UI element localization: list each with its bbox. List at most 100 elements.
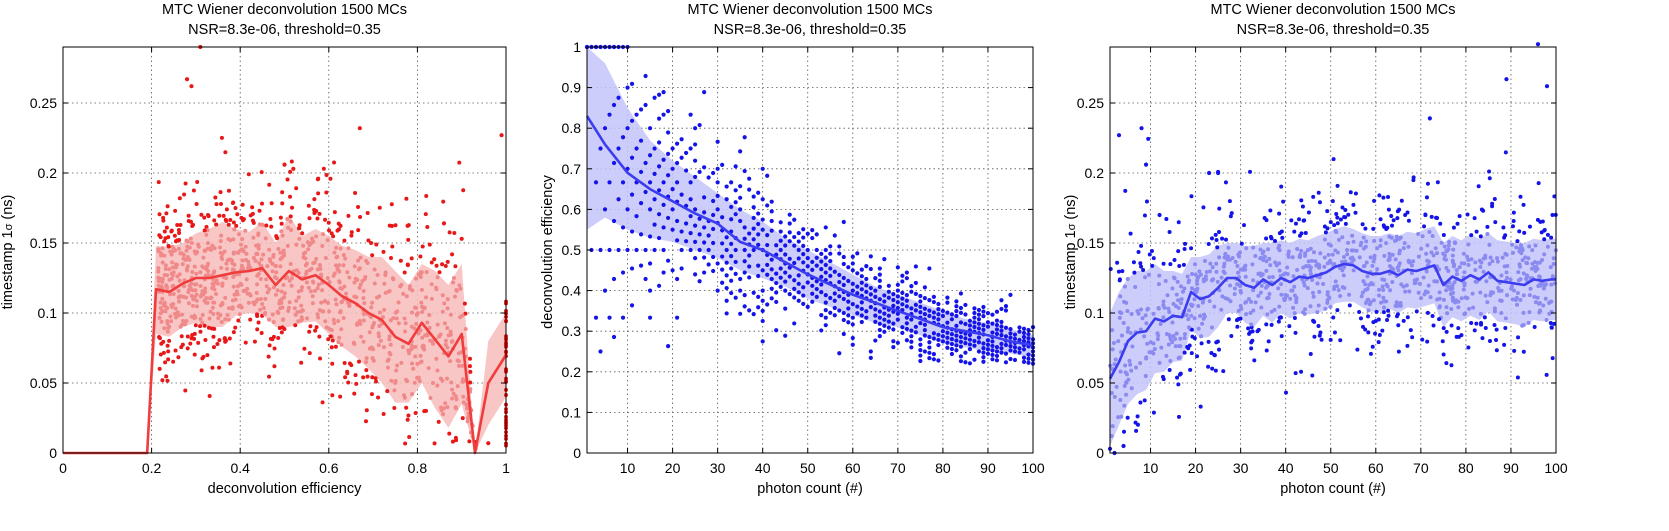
data-point xyxy=(1377,333,1382,338)
data-point xyxy=(756,273,761,279)
data-point xyxy=(1443,257,1448,262)
data-point xyxy=(164,211,169,216)
data-point xyxy=(169,271,174,276)
data-point xyxy=(210,305,215,310)
data-point xyxy=(1159,345,1164,350)
data-point xyxy=(1122,403,1127,408)
data-point xyxy=(317,262,322,267)
data-point xyxy=(656,140,662,145)
data-point xyxy=(1277,304,1282,309)
data-point xyxy=(922,306,927,311)
data-point xyxy=(320,244,325,249)
data-point xyxy=(1125,415,1130,420)
data-point xyxy=(602,126,608,131)
data-point xyxy=(611,276,617,282)
data-point xyxy=(796,230,801,236)
data-point xyxy=(1152,347,1157,352)
data-point xyxy=(246,300,251,305)
data-point xyxy=(1465,212,1470,217)
data-point xyxy=(1189,246,1194,251)
data-point xyxy=(192,331,197,336)
data-point xyxy=(375,273,380,278)
data-point xyxy=(285,243,290,248)
data-point xyxy=(463,311,468,316)
data-point xyxy=(1112,362,1117,367)
data-point xyxy=(1533,268,1538,273)
data-point xyxy=(376,343,381,348)
data-point xyxy=(1385,318,1390,323)
data-point xyxy=(1466,242,1471,247)
data-point xyxy=(1509,286,1514,291)
data-point xyxy=(1210,366,1215,371)
data-point xyxy=(271,320,276,325)
data-point xyxy=(733,212,738,217)
data-point xyxy=(201,255,206,260)
data-point xyxy=(162,239,167,244)
data-point xyxy=(234,223,239,228)
data-point xyxy=(1430,233,1435,238)
data-point xyxy=(323,255,328,260)
data-point xyxy=(1250,262,1255,267)
data-point xyxy=(868,349,873,354)
data-point xyxy=(1181,262,1186,267)
chart-title-line: MTC Wiener deconvolution 1500 MCs xyxy=(1210,2,1456,18)
data-point xyxy=(1139,307,1144,312)
data-point xyxy=(1178,336,1183,341)
data-point xyxy=(214,291,219,296)
data-point xyxy=(1227,199,1232,204)
data-point xyxy=(437,270,442,275)
x-tick-label: 40 xyxy=(1278,460,1294,476)
data-point xyxy=(891,344,896,350)
data-point xyxy=(985,351,991,356)
data-point xyxy=(354,295,359,300)
data-point xyxy=(918,348,923,353)
data-point xyxy=(684,168,689,173)
data-point xyxy=(338,309,343,314)
data-point xyxy=(760,227,765,232)
data-point xyxy=(1332,284,1337,289)
data-point xyxy=(404,294,409,299)
data-point xyxy=(356,205,361,210)
data-point xyxy=(1209,236,1214,241)
data-point xyxy=(1143,313,1148,318)
data-point xyxy=(163,360,168,365)
data-point xyxy=(342,284,347,289)
data-point xyxy=(362,301,367,306)
data-point xyxy=(250,218,255,223)
data-point xyxy=(313,288,318,293)
data-point xyxy=(176,288,181,293)
data-point xyxy=(1157,273,1162,278)
data-point xyxy=(1459,261,1464,266)
data-point xyxy=(1250,338,1255,343)
data-point xyxy=(805,264,810,269)
data-point xyxy=(1268,263,1273,268)
data-point xyxy=(647,207,653,212)
data-point xyxy=(461,188,466,193)
data-point xyxy=(325,238,330,243)
data-point xyxy=(918,299,923,304)
data-point xyxy=(365,374,370,379)
data-point xyxy=(160,279,165,284)
data-point xyxy=(192,352,197,357)
data-point xyxy=(299,360,304,365)
data-point xyxy=(1488,293,1493,298)
data-point xyxy=(428,338,433,343)
data-point xyxy=(1338,293,1343,298)
x-tick-label: 70 xyxy=(890,460,906,476)
data-point xyxy=(286,305,291,310)
data-point xyxy=(629,81,635,87)
data-point xyxy=(1174,292,1179,297)
data-point xyxy=(769,267,774,272)
data-point xyxy=(279,221,284,226)
data-point xyxy=(805,256,810,261)
data-point xyxy=(706,262,711,267)
data-point xyxy=(990,343,995,349)
data-point xyxy=(972,315,977,320)
data-point xyxy=(868,304,873,310)
data-point xyxy=(900,296,905,301)
data-point xyxy=(1525,274,1530,279)
data-point xyxy=(1192,316,1197,321)
data-point xyxy=(684,239,689,244)
outlier-point xyxy=(486,441,491,446)
data-point xyxy=(1182,350,1187,355)
